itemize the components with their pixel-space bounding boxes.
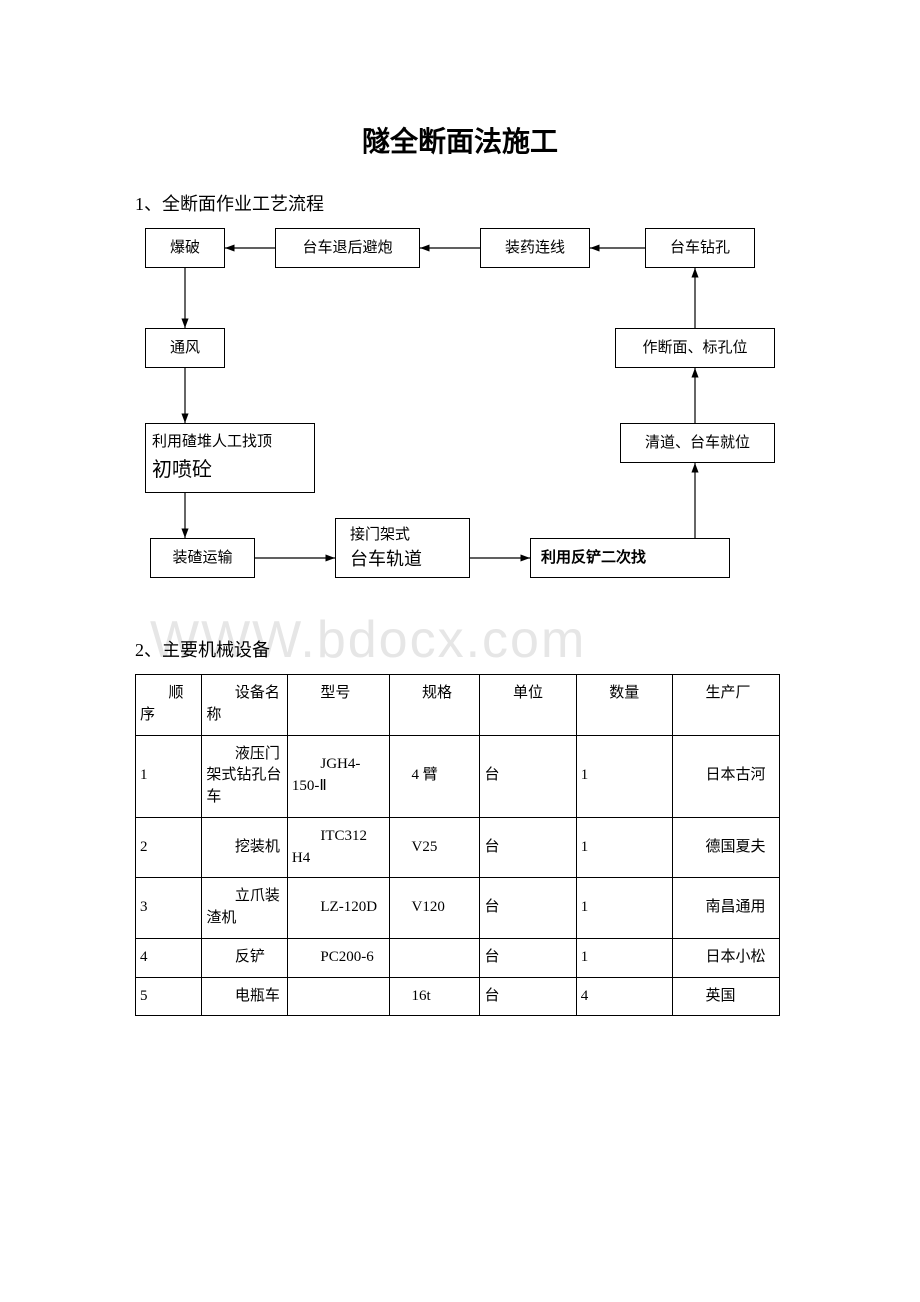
cell-qty: 1 [576, 878, 672, 939]
cell-mfr: 英国 [672, 977, 779, 1016]
col-seq: 顺序 [136, 675, 202, 736]
table-row: 1液压门架式钻孔台车JGH4-150-Ⅱ4 臂台1日本古河 [136, 735, 780, 817]
cell-spec: 4 臂 [389, 735, 480, 817]
equipment-table: 顺序 设备名称 型号 规格 单位 数量 生产厂 1液压门架式钻孔台车JGH4-1… [135, 674, 780, 1016]
cell-seq: 4 [136, 938, 202, 977]
flow-node-tuihou: 台车退后避炮 [275, 228, 420, 268]
table-body: 1液压门架式钻孔台车JGH4-150-Ⅱ4 臂台1日本古河2挖装机ITC312 … [136, 735, 780, 1016]
flowchart: 爆破 台车退后避炮 装药连线 台车钻孔通风 作断面、标孔位利用碴堆人工找顶初喷砼 清道、台… [135, 228, 785, 608]
cell-model: ITC312 H4 [287, 817, 389, 878]
cell-qty: 1 [576, 817, 672, 878]
col-name: 设备名称 [202, 675, 288, 736]
flow-node-zhuangyao: 装药连线 [480, 228, 590, 268]
cell-mfr: 日本古河 [672, 735, 779, 817]
table-header-row: 顺序 设备名称 型号 规格 单位 数量 生产厂 [136, 675, 780, 736]
cell-unit: 台 [480, 938, 576, 977]
cell-mfr: 南昌通用 [672, 878, 779, 939]
cell-unit: 台 [480, 735, 576, 817]
table-row: 3立爪装渣机LZ-120DV120台1南昌通用 [136, 878, 780, 939]
cell-spec: 16t [389, 977, 480, 1016]
table-row: 2挖装机ITC312 H4V25台1德国夏夫 [136, 817, 780, 878]
cell-spec: V120 [389, 878, 480, 939]
cell-mfr: 德国夏夫 [672, 817, 779, 878]
cell-model: JGH4-150-Ⅱ [287, 735, 389, 817]
cell-model: PC200-6 [287, 938, 389, 977]
cell-name: 电瓶车 [202, 977, 288, 1016]
cell-seq: 1 [136, 735, 202, 817]
flow-node-yunshu: 装碴运输 [150, 538, 255, 578]
cell-qty: 1 [576, 735, 672, 817]
flow-node-tongfeng: 通风 [145, 328, 225, 368]
cell-name: 挖装机 [202, 817, 288, 878]
cell-spec [389, 938, 480, 977]
flow-node-qingdao: 清道、台车就位 [620, 423, 775, 463]
cell-name: 液压门架式钻孔台车 [202, 735, 288, 817]
cell-qty: 1 [576, 938, 672, 977]
cell-seq: 3 [136, 878, 202, 939]
flow-node-guidao: 接门架式台车轨道 [335, 518, 470, 578]
cell-model [287, 977, 389, 1016]
flow-node-zuankong: 台车钻孔 [645, 228, 755, 268]
section2-label: 2、主要机械设备 [135, 636, 785, 662]
col-spec: 规格 [389, 675, 480, 736]
cell-qty: 4 [576, 977, 672, 1016]
col-mfr: 生产厂 [672, 675, 779, 736]
cell-model: LZ-120D [287, 878, 389, 939]
cell-unit: 台 [480, 817, 576, 878]
cell-seq: 2 [136, 817, 202, 878]
flow-node-baopo: 爆破 [145, 228, 225, 268]
page-title: 隧全断面法施工 [135, 120, 785, 160]
table-row: 5电瓶车 16t台4英国 [136, 977, 780, 1016]
col-model: 型号 [287, 675, 389, 736]
table-row: 4反铲PC200-6 台1日本小松 [136, 938, 780, 977]
cell-name: 反铲 [202, 938, 288, 977]
col-unit: 单位 [480, 675, 576, 736]
flow-node-erci: 利用反铲二次找 [530, 538, 730, 578]
cell-unit: 台 [480, 977, 576, 1016]
flow-node-zhaoding: 利用碴堆人工找顶初喷砼 [145, 423, 315, 493]
cell-mfr: 日本小松 [672, 938, 779, 977]
flow-node-duanmian: 作断面、标孔位 [615, 328, 775, 368]
section1-label: 1、全断面作业工艺流程 [135, 190, 785, 216]
col-qty: 数量 [576, 675, 672, 736]
cell-spec: V25 [389, 817, 480, 878]
cell-unit: 台 [480, 878, 576, 939]
cell-name: 立爪装渣机 [202, 878, 288, 939]
cell-seq: 5 [136, 977, 202, 1016]
